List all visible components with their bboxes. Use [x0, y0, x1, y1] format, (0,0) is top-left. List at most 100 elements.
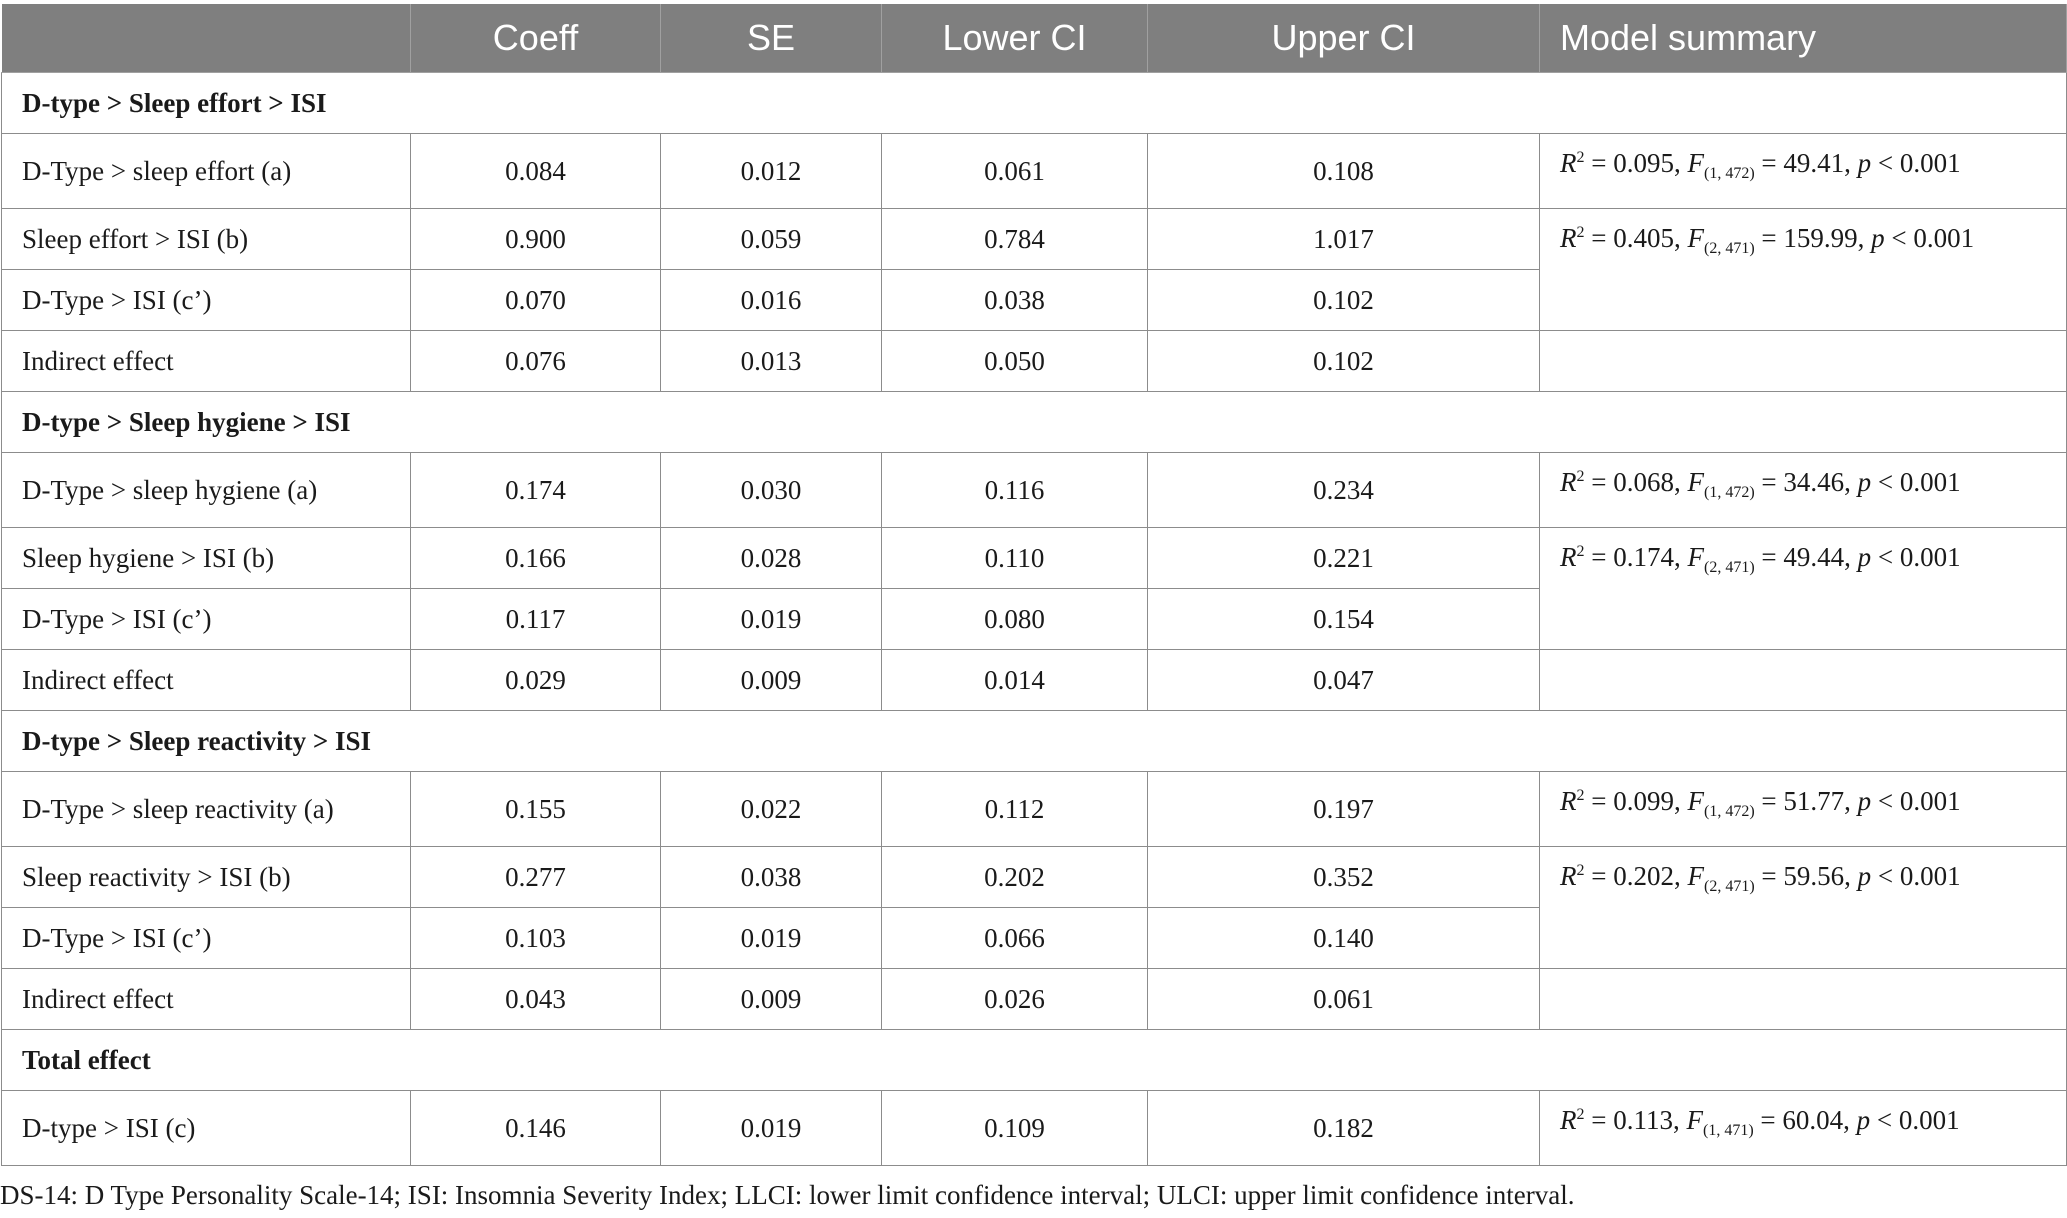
f-symbol: F — [1687, 786, 1704, 816]
table-footnote: DS-14: D Type Personality Scale-14; ISI:… — [0, 1180, 1575, 1210]
r2-value: 0.405 — [1613, 223, 1674, 253]
lower-ci-cell: 0.110 — [881, 527, 1148, 589]
section-title: D-type > Sleep reactivity > ISI — [1, 710, 2067, 772]
r-symbol: R — [1560, 861, 1577, 891]
upper-ci-cell: 0.047 — [1147, 649, 1540, 711]
upper-ci-cell: 0.197 — [1147, 771, 1540, 847]
section-header-row: D-type > Sleep reactivity > ISI — [1, 710, 2067, 772]
r-symbol: R — [1560, 467, 1577, 497]
p-value: 0.001 — [1913, 223, 1975, 253]
p-symbol: p — [1857, 467, 1872, 497]
upper-ci-cell: 0.140 — [1147, 907, 1540, 969]
r2-value: 0.202 — [1613, 861, 1674, 891]
header-lower-ci: Lower CI — [881, 4, 1148, 73]
table-row: D-Type > ISI (c’) 0.103 0.019 0.066 0.140 — [1, 907, 2067, 969]
header-path — [1, 4, 411, 73]
upper-ci-cell: 0.352 — [1147, 846, 1540, 908]
lower-ci-cell: 0.112 — [881, 771, 1148, 847]
upper-ci-cell: 0.061 — [1147, 968, 1540, 1030]
section-title: Total effect — [1, 1029, 2067, 1091]
lower-ci-cell: 0.026 — [881, 968, 1148, 1030]
path-label: D-Type > sleep hygiene (a) — [1, 452, 411, 528]
table-row: Sleep hygiene > ISI (b) 0.166 0.028 0.110 0.… — [1, 527, 2067, 650]
lower-ci-cell: 0.116 — [881, 452, 1148, 528]
r-symbol: R — [1560, 223, 1577, 253]
upper-ci-cell: 0.154 — [1147, 588, 1540, 650]
se-cell: 0.016 — [660, 269, 882, 331]
coeff-cell: 0.277 — [410, 846, 661, 908]
f-df: (1, 472) — [1703, 165, 1755, 182]
model-summary-cell: R2 = 0.113, F(1, 471) = 60.04, p < 0.001 — [1539, 1090, 2067, 1166]
model-summary-text: R2 = 0.099, F(1, 472) = 51.77, p < 0.001 — [1560, 786, 1961, 820]
p-symbol: p — [1857, 861, 1872, 891]
model-summary-cell: R2 = 0.202, F(2, 471) = 59.56, p < 0.001 — [1539, 846, 2067, 969]
r-squared-exp: 2 — [1576, 149, 1585, 166]
f-value: 49.44 — [1783, 542, 1845, 572]
p-symbol: p — [1857, 148, 1872, 178]
se-cell: 0.019 — [660, 1090, 882, 1166]
r2-value: 0.095 — [1613, 148, 1674, 178]
coeff-cell: 0.103 — [410, 907, 661, 969]
f-value: 60.04 — [1782, 1105, 1844, 1135]
p-symbol: p — [1857, 786, 1872, 816]
r-squared-exp: 2 — [1576, 787, 1585, 804]
p-value: 0.001 — [1899, 148, 1961, 178]
f-symbol: F — [1687, 148, 1704, 178]
p-value: 0.001 — [1899, 861, 1961, 891]
upper-ci-cell: 0.102 — [1147, 330, 1540, 392]
f-symbol: F — [1687, 223, 1704, 253]
upper-ci-cell: 1.017 — [1147, 208, 1540, 270]
path-label: Indirect effect — [1, 330, 411, 392]
header-coeff: Coeff — [410, 4, 661, 73]
se-cell: 0.013 — [660, 330, 882, 392]
p-symbol: p — [1871, 223, 1885, 253]
path-label: Sleep reactivity > ISI (b) — [1, 846, 411, 908]
se-cell: 0.019 — [660, 588, 882, 650]
coeff-cell: 0.155 — [410, 771, 661, 847]
f-value: 51.77 — [1783, 786, 1845, 816]
model-summary-text: R2 = 0.405, F(2, 471) = 159.99, p < 0.00… — [1560, 223, 1975, 257]
model-summary-text: R2 = 0.095, F(1, 472) = 49.41, p < 0.001 — [1560, 148, 1961, 182]
r-symbol: R — [1560, 148, 1577, 178]
model-summary-empty-cell — [1539, 330, 2067, 392]
results-table-container: Coeff SE Lower CI Upper CI Model summary… — [1, 4, 2067, 1166]
model-summary-cell: R2 = 0.068, F(1, 472) = 34.46, p < 0.001 — [1539, 452, 2067, 528]
p-value: 0.001 — [1899, 467, 1961, 497]
se-cell: 0.038 — [660, 846, 882, 908]
header-model-summary: Model summary — [1539, 4, 2067, 73]
se-cell: 0.019 — [660, 907, 882, 969]
model-summary-empty-cell — [1539, 649, 2067, 711]
upper-ci-cell: 0.182 — [1147, 1090, 1540, 1166]
se-cell: 0.059 — [660, 208, 882, 270]
path-label: D-Type > sleep effort (a) — [1, 133, 411, 209]
f-value: 34.46 — [1783, 467, 1845, 497]
coeff-cell: 0.117 — [410, 588, 661, 650]
model-summary-text: R2 = 0.068, F(1, 472) = 34.46, p < 0.001 — [1560, 467, 1961, 501]
path-label: Indirect effect — [1, 968, 411, 1030]
table-header-row: Coeff SE Lower CI Upper CI Model summary — [1, 4, 2067, 73]
se-cell: 0.028 — [660, 527, 882, 589]
lower-ci-cell: 0.061 — [881, 133, 1148, 209]
f-symbol: F — [1686, 1105, 1703, 1135]
section-header-row: D-type > Sleep effort > ISI — [1, 72, 2067, 134]
lower-ci-cell: 0.784 — [881, 208, 1148, 270]
section-header-row: D-type > Sleep hygiene > ISI — [1, 391, 2067, 453]
p-value: 0.001 — [1899, 542, 1961, 572]
upper-ci-cell: 0.234 — [1147, 452, 1540, 528]
r-symbol: R — [1560, 1105, 1577, 1135]
table-row: D-Type > sleep effort (a) 0.084 0.012 0.061… — [1, 133, 2067, 209]
f-df: (1, 472) — [1703, 803, 1755, 820]
model-summary-cell: R2 = 0.095, F(1, 472) = 49.41, p < 0.001 — [1539, 133, 2067, 209]
r2-value: 0.113 — [1613, 1105, 1673, 1135]
coeff-cell: 0.070 — [410, 269, 661, 331]
f-symbol: F — [1687, 467, 1704, 497]
path-label: D-Type > sleep reactivity (a) — [1, 771, 411, 847]
lower-ci-cell: 0.202 — [881, 846, 1148, 908]
table-row: Indirect effect 0.029 0.009 0.014 0.047 — [1, 649, 2067, 711]
r2-value: 0.174 — [1613, 542, 1674, 572]
coeff-cell: 0.084 — [410, 133, 661, 209]
model-summary-cell: R2 = 0.099, F(1, 472) = 51.77, p < 0.001 — [1539, 771, 2067, 847]
r-squared-exp: 2 — [1576, 224, 1585, 241]
path-label: Sleep effort > ISI (b) — [1, 208, 411, 270]
se-cell: 0.009 — [660, 649, 882, 711]
